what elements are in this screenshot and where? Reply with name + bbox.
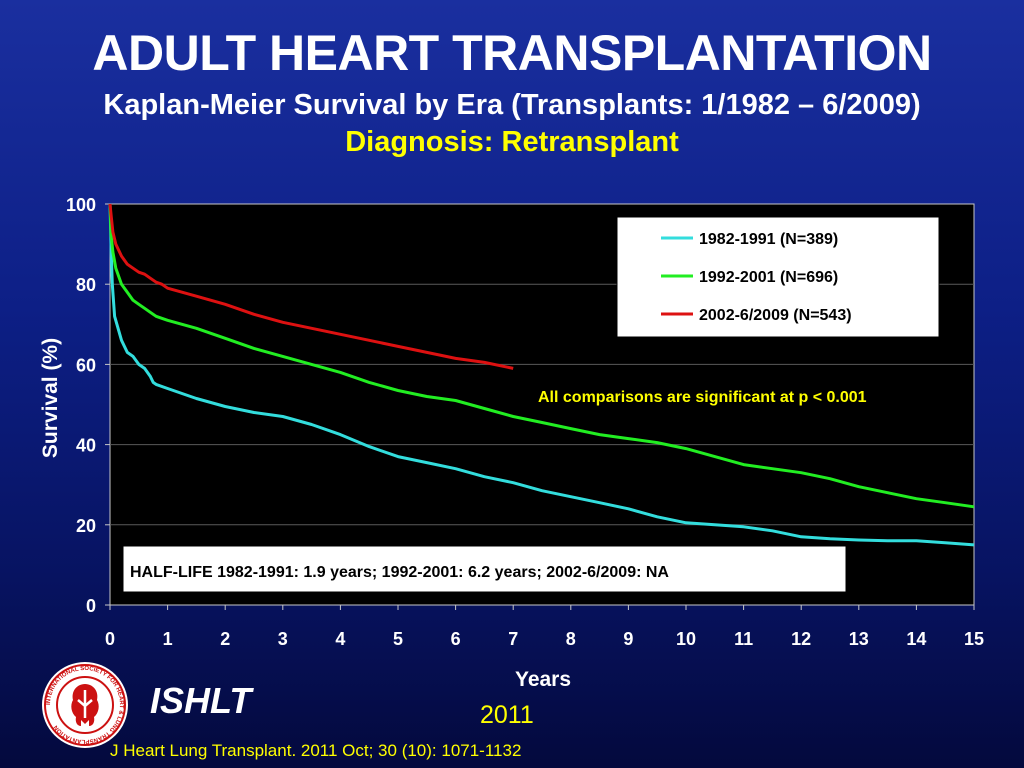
report-year: 2011: [480, 701, 534, 729]
x-tick-label: 5: [393, 629, 403, 649]
legend-label-0: 1982-1991 (N=389): [699, 231, 838, 248]
half-life-note: HALF-LIFE 1982-1991: 1.9 years; 1992-200…: [130, 564, 669, 581]
x-tick-label: 0: [105, 629, 115, 649]
x-tick-label: 13: [849, 629, 869, 649]
y-tick-label: 40: [76, 436, 96, 456]
x-tick-label: 7: [508, 629, 518, 649]
significance-note: All comparisons are significant at p < 0…: [538, 389, 867, 406]
y-tick-label: 60: [76, 355, 96, 375]
half-life-box: [122, 545, 847, 593]
page-title: ADULT HEART TRANSPLANTATION: [92, 25, 932, 81]
x-tick-label: 11: [734, 629, 753, 649]
x-axis-label: Years: [515, 668, 571, 691]
x-tick-label: 2: [220, 629, 230, 649]
x-tick-label: 1: [163, 629, 173, 649]
y-tick-label: 0: [86, 596, 96, 616]
x-tick-label: 12: [791, 629, 811, 649]
x-tick-label: 4: [335, 629, 345, 649]
x-tick-label: 9: [623, 629, 633, 649]
diagnosis-subtitle: Diagnosis: Retransplant: [345, 126, 679, 158]
y-axis-label: Survival (%): [39, 338, 62, 458]
legend-label-1: 1992-2001 (N=696): [699, 269, 838, 286]
x-tick-label: 8: [566, 629, 576, 649]
x-tick-label: 10: [676, 629, 696, 649]
legend-label-2: 2002-6/2009 (N=543): [699, 307, 852, 324]
x-tick-label: 14: [906, 629, 926, 649]
x-tick-label: 6: [451, 629, 461, 649]
x-tick-label: 3: [278, 629, 288, 649]
y-tick-label: 20: [76, 516, 96, 536]
series-line-1: [108, 203, 975, 509]
citation: J Heart Lung Transplant. 2011 Oct; 30 (1…: [110, 741, 522, 760]
y-tick-label: 80: [76, 275, 96, 295]
brand-name: ISHLT: [150, 680, 252, 721]
series-line-2: [108, 203, 514, 370]
page-subtitle: Kaplan-Meier Survival by Era (Transplant…: [103, 89, 921, 121]
ishlt-logo-icon: INTERNATIONAL SOCIETY FOR HEART & LUNG T…: [42, 662, 128, 748]
x-tick-label: 15: [964, 629, 984, 649]
y-tick-label: 100: [66, 195, 96, 215]
series-line-0: [108, 203, 975, 547]
